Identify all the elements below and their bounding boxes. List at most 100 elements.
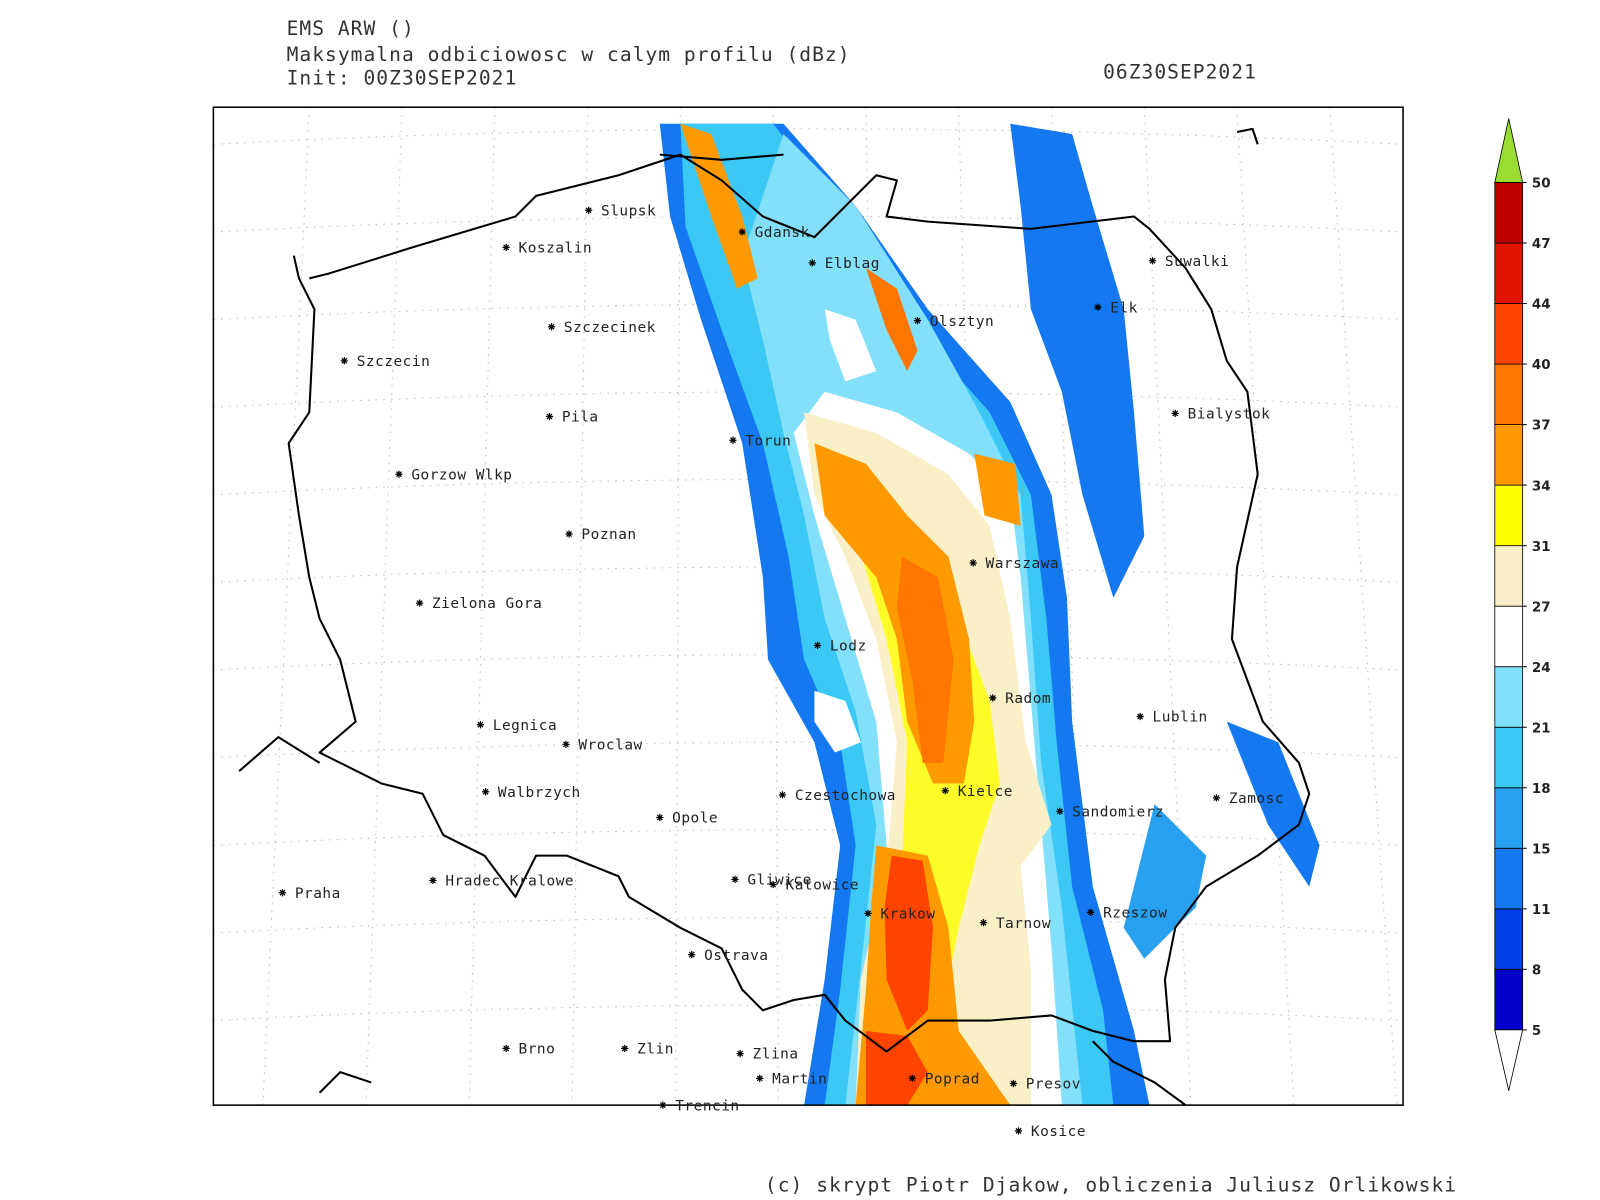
city-marker — [688, 951, 696, 959]
city-label: Slupsk — [601, 203, 656, 219]
init-time: Init: 00Z30SEP2021 — [287, 67, 518, 90]
colorbar-label: 37 — [1532, 419, 1551, 434]
city-marker — [756, 1074, 764, 1082]
city-marker — [941, 787, 949, 795]
city-marker — [808, 259, 816, 267]
colorbar-band — [1494, 484, 1524, 547]
city-labels: Slupsk Koszalin Gdansk Elblag Suwalki Elk Szcz… — [278, 203, 1284, 1140]
city-label: Praha — [295, 886, 341, 902]
colorbar-label: 34 — [1532, 479, 1551, 494]
city-marker — [562, 740, 570, 748]
city-marker — [340, 357, 348, 365]
city-label: Zlina — [753, 1047, 799, 1063]
colorbar-label: 18 — [1532, 782, 1551, 797]
city-marker — [1087, 908, 1095, 916]
map-frame — [212, 106, 1404, 1106]
city-marker — [736, 1049, 744, 1058]
city-marker — [1056, 807, 1064, 815]
colorbar-band — [1494, 303, 1524, 365]
city-label: Wroclaw — [578, 737, 642, 753]
city-marker — [278, 889, 287, 897]
city-label: Warszawa — [986, 556, 1060, 572]
colorbar-label: 15 — [1532, 842, 1551, 857]
colorbar-band — [1494, 726, 1524, 789]
city-label: Walbrzych — [498, 785, 581, 801]
city-marker — [738, 228, 746, 236]
colorbar-band — [1494, 605, 1524, 668]
colorbar-label: 8 — [1532, 963, 1541, 978]
colorbar-band — [1494, 787, 1524, 849]
city-label: Gdansk — [755, 225, 810, 241]
city-marker — [429, 876, 437, 884]
city-label: Zielona Gora — [432, 596, 542, 612]
graticule — [213, 107, 1404, 1106]
city-label: Lublin — [1153, 710, 1208, 726]
city-marker — [989, 694, 997, 702]
colorbar-label: 44 — [1532, 298, 1551, 313]
city-label: Czestochowa — [795, 788, 896, 804]
valid-time: 06Z30SEP2021 — [1103, 60, 1257, 83]
city-marker — [565, 530, 573, 538]
city-marker — [979, 919, 988, 927]
colorbar-label: 31 — [1532, 540, 1551, 555]
colorbar-band — [1494, 242, 1524, 304]
city-label: Torun — [745, 433, 791, 449]
city-label: Gorzow Wlkp — [411, 467, 512, 483]
colorbar-label: 27 — [1532, 600, 1551, 615]
colorbar-band — [1494, 908, 1524, 970]
city-label: Zlin — [637, 1042, 674, 1058]
colorbar-label: 40 — [1532, 358, 1551, 373]
city-label: Suwalki — [1165, 254, 1229, 270]
city-label: Kosice — [1031, 1124, 1086, 1140]
city-label: Presov — [1026, 1077, 1081, 1093]
city-label: Radom — [1005, 691, 1051, 707]
city-marker — [1136, 712, 1144, 721]
city-label: Hradec Kralowe — [445, 874, 574, 890]
city-marker — [1148, 257, 1157, 265]
city-marker — [1014, 1127, 1023, 1135]
colorbar-label: 5 — [1532, 1024, 1541, 1039]
city-label: Koszalin — [519, 241, 593, 257]
city-marker — [547, 323, 556, 331]
city-marker — [864, 909, 872, 917]
city-marker — [913, 317, 922, 325]
city-marker — [769, 880, 777, 889]
city-label: Brno — [519, 1042, 556, 1058]
colorbar-band — [1494, 182, 1524, 244]
city-label: Lodz — [830, 638, 867, 654]
colorbar-band — [1494, 545, 1524, 607]
city-label: Legnica — [493, 718, 557, 734]
city-marker — [778, 791, 787, 799]
city-label: Szczecinek — [564, 320, 656, 336]
colorbar-label: 11 — [1532, 903, 1551, 918]
city-label: Gliwice — [747, 873, 811, 889]
colorbar-label: 50 — [1532, 177, 1551, 192]
city-label: Opole — [672, 811, 718, 827]
city-marker — [656, 813, 664, 822]
model-title: EMS ARW () — [287, 17, 415, 40]
city-label: Tarnow — [996, 916, 1051, 932]
colorbar-band — [1494, 363, 1524, 425]
city-marker — [502, 243, 510, 252]
city-marker — [1212, 794, 1221, 802]
city-marker — [1094, 303, 1102, 311]
city-marker — [481, 788, 490, 796]
city-marker — [621, 1044, 629, 1053]
city-marker — [545, 412, 554, 421]
city-label: Poprad — [925, 1071, 980, 1087]
city-label: Trencin — [675, 1098, 739, 1114]
city-marker — [1009, 1079, 1017, 1088]
colorbar-under — [1494, 1029, 1524, 1091]
city-marker — [659, 1101, 667, 1109]
city-label: Pila — [562, 410, 599, 426]
colorbar-label: 21 — [1532, 721, 1551, 736]
colorbar-label: 47 — [1532, 237, 1551, 252]
city-marker — [908, 1074, 916, 1082]
city-label: Bialystok — [1188, 407, 1271, 423]
city-marker — [585, 206, 593, 214]
colorbar-over — [1494, 118, 1524, 183]
city-label: Elk — [1110, 300, 1138, 316]
city-marker — [395, 470, 403, 478]
